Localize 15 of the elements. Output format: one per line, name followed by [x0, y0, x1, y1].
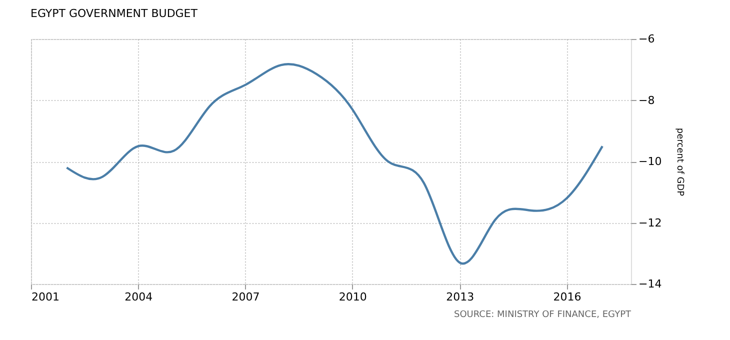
y-axis-title: percent of GDP [674, 128, 685, 197]
y-tick-label: −8 [638, 94, 655, 107]
y-tick-label: −6 [638, 32, 655, 46]
x-tick-label: 2007 [232, 290, 260, 304]
y-tick-label: −10 [638, 155, 662, 168]
y-tick-label: −14 [638, 278, 662, 290]
x-tick-label: 2010 [338, 290, 367, 304]
x-tick-label: 2016 [553, 290, 582, 304]
x-tick-label: 2004 [124, 290, 153, 304]
chart-title: EGYPT GOVERNMENT BUDGET [30, 7, 198, 20]
x-tick-label: 2013 [446, 290, 474, 304]
y-tick-label: −12 [638, 216, 662, 230]
source-note: SOURCE: MINISTRY OF FINANCE, EGYPT [454, 310, 632, 320]
x-tick-label: 2001 [32, 290, 60, 304]
line-series [66, 63, 604, 265]
